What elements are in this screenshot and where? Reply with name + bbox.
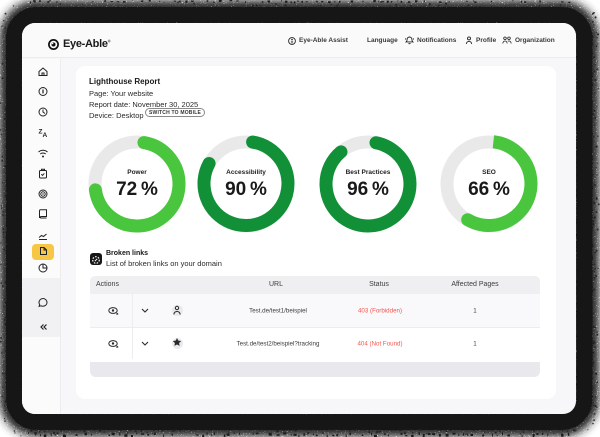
svg-text:A: A: [43, 132, 48, 139]
svg-text:Z: Z: [39, 129, 43, 136]
